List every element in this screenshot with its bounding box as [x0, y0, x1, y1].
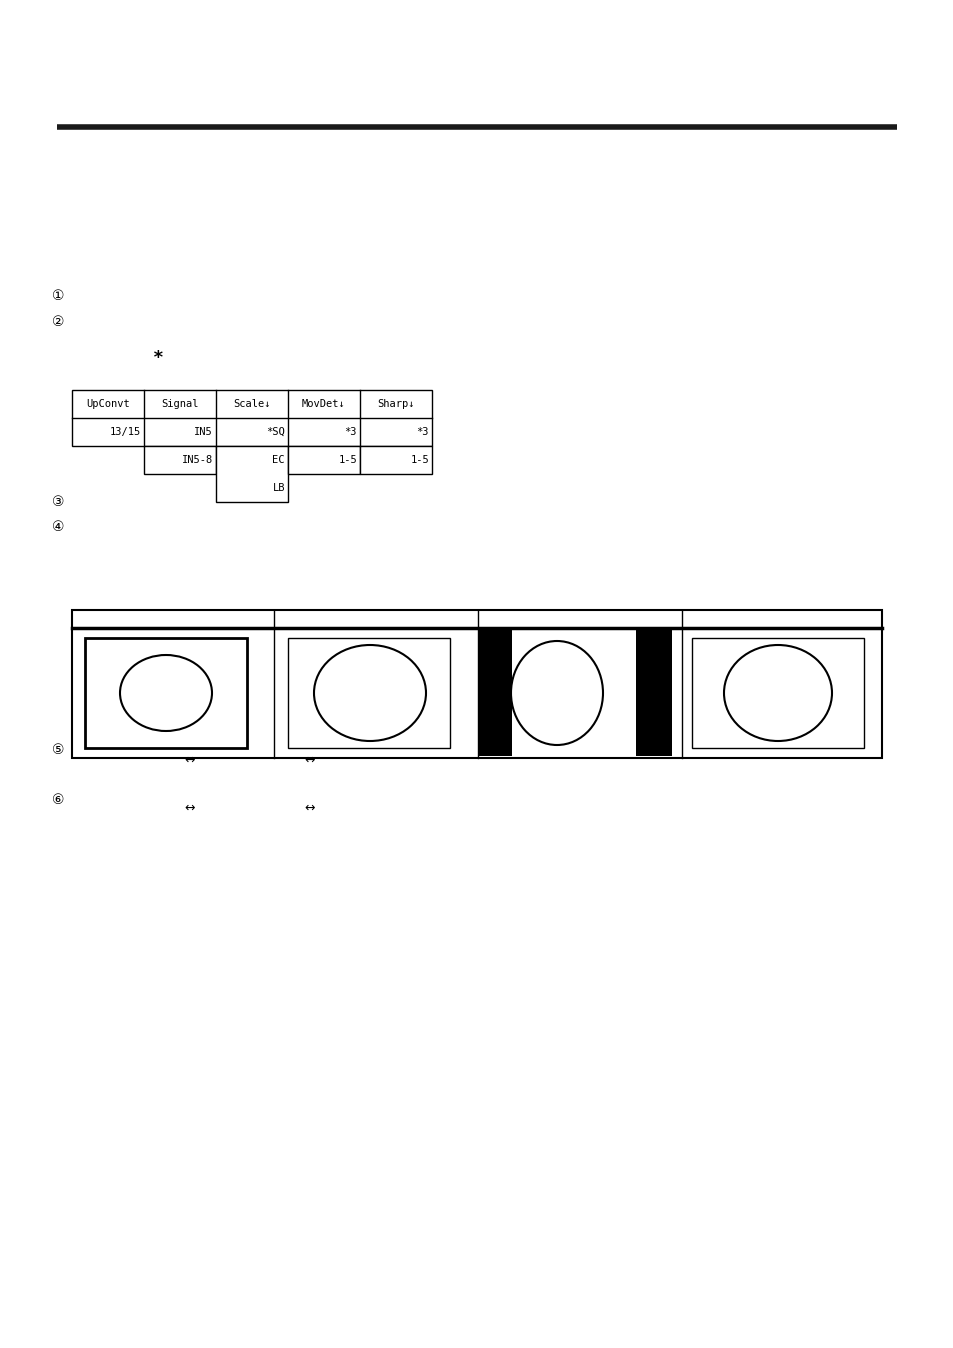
Bar: [288, 446, 359, 474]
Bar: [288, 638, 450, 748]
Ellipse shape: [511, 642, 602, 745]
Bar: [85, 638, 247, 748]
Bar: [636, 628, 671, 756]
Text: ↔: ↔: [185, 754, 195, 767]
Text: ①: ①: [51, 288, 64, 303]
Bar: [71, 611, 882, 758]
Text: ↔: ↔: [185, 802, 195, 814]
Ellipse shape: [120, 655, 212, 731]
Bar: [359, 446, 432, 474]
Text: Scale↓: Scale↓: [233, 399, 271, 408]
Bar: [144, 446, 215, 474]
Bar: [691, 638, 863, 748]
Text: LB: LB: [273, 483, 285, 493]
Text: *SQ: *SQ: [266, 427, 285, 437]
Text: 13/15: 13/15: [110, 427, 141, 437]
Bar: [477, 628, 512, 756]
Text: *3: *3: [344, 427, 356, 437]
Text: EC: EC: [273, 456, 285, 465]
Text: ③: ③: [51, 495, 64, 510]
Text: ④: ④: [51, 520, 64, 534]
Bar: [215, 446, 288, 501]
Text: ↔: ↔: [304, 754, 314, 767]
Text: ②: ②: [51, 315, 64, 329]
Text: IN5-8: IN5-8: [182, 456, 213, 465]
Text: MovDet↓: MovDet↓: [302, 399, 346, 408]
Text: *3: *3: [416, 427, 429, 437]
Text: Sharp↓: Sharp↓: [376, 399, 415, 408]
Text: 1-5: 1-5: [338, 456, 356, 465]
Text: ⑥: ⑥: [51, 793, 64, 807]
Text: *: *: [152, 349, 163, 367]
Text: Signal: Signal: [161, 399, 198, 408]
Ellipse shape: [314, 644, 426, 741]
Text: IN5: IN5: [194, 427, 213, 437]
Text: ↔: ↔: [304, 802, 314, 814]
Ellipse shape: [723, 644, 831, 741]
Text: UpConvt: UpConvt: [86, 399, 130, 408]
Text: 1-5: 1-5: [410, 456, 429, 465]
Bar: [71, 390, 432, 446]
Text: ⑤: ⑤: [51, 743, 64, 758]
